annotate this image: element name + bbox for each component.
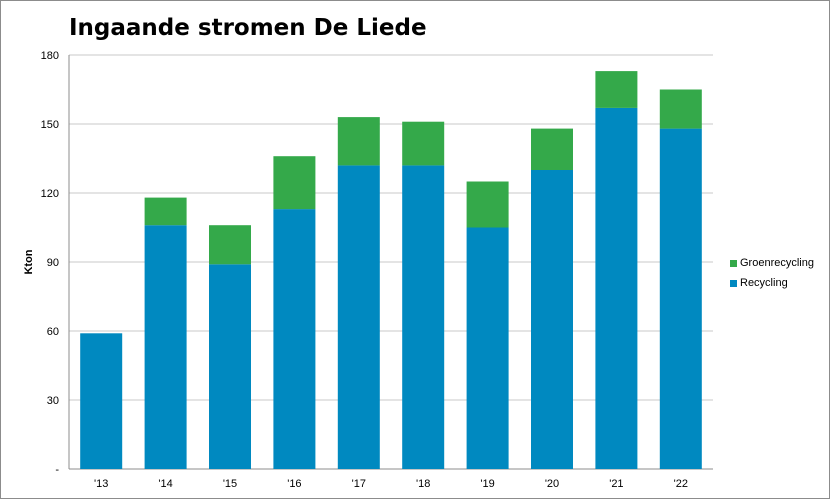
x-tick-label: '13 <box>94 478 108 490</box>
x-tick-label: '22 <box>674 478 688 490</box>
x-tick-label: '16 <box>287 478 301 490</box>
bar-recycling-3 <box>273 209 316 469</box>
x-tick-label: '14 <box>158 478 172 490</box>
bar-recycling-8 <box>595 107 638 470</box>
y-tick-label: 180 <box>41 50 59 62</box>
bar-groenrecycling-8 <box>595 71 638 108</box>
bar-recycling-1 <box>144 225 187 469</box>
legend-swatch-groenrecycling <box>730 259 737 267</box>
x-tick-label: '19 <box>480 478 494 490</box>
bar-groenrecycling-9 <box>659 89 702 129</box>
x-tick-label: '21 <box>609 478 623 490</box>
bar-recycling-6 <box>466 227 509 469</box>
y-tick-label: - <box>55 464 59 476</box>
y-tick-label: 90 <box>47 257 59 269</box>
bar-groenrecycling-4 <box>337 117 380 166</box>
bar-groenrecycling-6 <box>466 181 509 228</box>
x-tick-label: '20 <box>545 478 559 490</box>
x-tick-label: '18 <box>416 478 430 490</box>
chart-title: Ingaande stromen De Liede <box>69 15 427 41</box>
legend-item-groenrecycling: Groenrecycling <box>730 253 814 273</box>
y-tick-label: 30 <box>47 395 59 407</box>
bar-recycling-5 <box>402 165 445 469</box>
bar-groenrecycling-1 <box>144 197 187 226</box>
bar-groenrecycling-7 <box>531 128 573 170</box>
legend-label-groenrecycling: Groenrecycling <box>740 257 814 269</box>
legend: Groenrecycling Recycling <box>730 253 814 293</box>
y-tick-label: 150 <box>41 119 59 131</box>
legend-label-recycling: Recycling <box>740 277 788 289</box>
bar-groenrecycling-5 <box>402 121 445 166</box>
bar-groenrecycling-2 <box>209 225 251 265</box>
legend-swatch-recycling <box>730 279 737 287</box>
legend-item-recycling: Recycling <box>730 273 814 293</box>
x-tick-label: '17 <box>352 478 366 490</box>
bar-recycling-7 <box>531 170 573 469</box>
y-tick-label: 60 <box>47 326 59 338</box>
bar-recycling-0 <box>80 333 123 469</box>
x-tick-label: '15 <box>223 478 237 490</box>
bar-groenrecycling-3 <box>273 156 316 210</box>
bar-recycling-9 <box>659 128 702 469</box>
y-axis-label: Kton <box>23 249 35 274</box>
y-tick-label: 120 <box>41 188 59 200</box>
bar-recycling-4 <box>337 165 380 469</box>
bar-recycling-2 <box>209 264 251 469</box>
